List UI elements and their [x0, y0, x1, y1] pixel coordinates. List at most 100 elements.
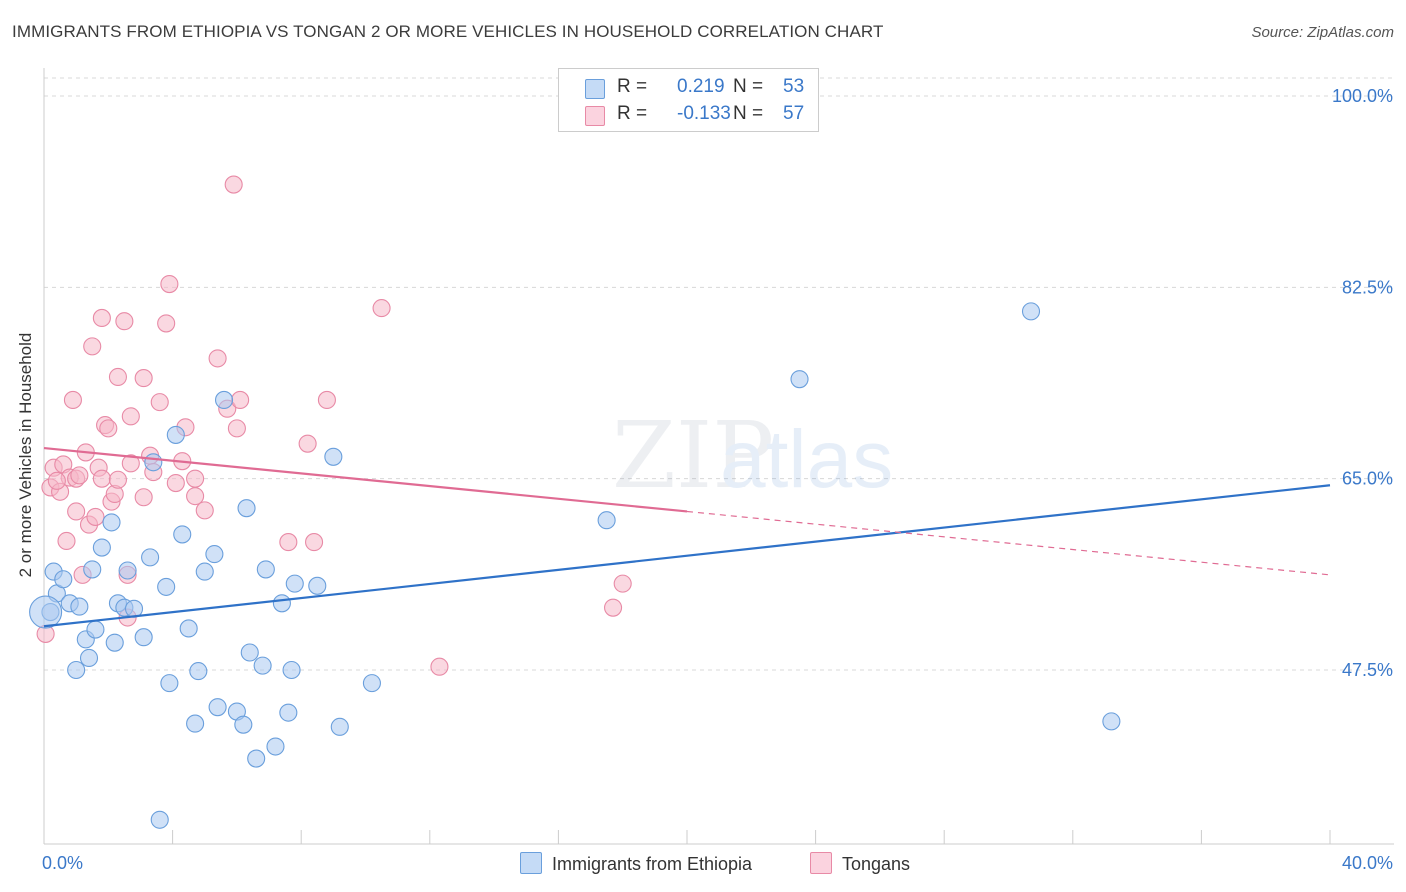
ethiopia-point-20 [157, 577, 176, 596]
legend-swatch-pink [585, 106, 605, 126]
ethiopia-point-25 [186, 714, 205, 733]
tongans-point-7 [63, 390, 82, 409]
ethiopia-point-5 [67, 660, 86, 680]
ethiopia-point-41 [285, 574, 304, 593]
ethiopia-point-22 [166, 425, 185, 444]
legend-n-value: 57 [783, 103, 805, 124]
tongans-point-34 [157, 314, 176, 333]
bottom-legend-tongans: Tongans [810, 852, 910, 875]
legend-n-label: N = [733, 76, 764, 97]
ethiopia-point-3 [54, 570, 73, 589]
tongans-point-33 [150, 393, 169, 412]
tongans-point-48 [298, 434, 317, 453]
tongans-point-13 [83, 337, 102, 356]
bottom-legend-label-ethiopia: Immigrants from Ethiopia [552, 854, 753, 874]
tongans-point-23 [108, 367, 127, 387]
chart-title: IMMIGRANTS FROM ETHIOPIA VS TONGAN 2 OR … [12, 22, 884, 41]
tongans-point-49 [305, 533, 324, 552]
y-tick-label-0: 47.5% [1342, 660, 1393, 680]
tongans-point-50 [317, 390, 336, 409]
ethiopia-point-16 [134, 628, 153, 647]
ethiopia-point-52 [105, 633, 124, 652]
ethiopia-point-50 [1102, 712, 1121, 731]
tongans-point-54 [613, 574, 632, 593]
tongans-point-30 [134, 488, 153, 507]
ethiopia-point-49 [1021, 302, 1041, 321]
tongans-point-29 [134, 369, 153, 388]
watermark: ZIP atlas [612, 402, 893, 509]
tongans-point-46 [231, 390, 250, 409]
ethiopia-point-35 [253, 656, 272, 675]
tongans-point-9 [70, 466, 89, 485]
ethiopia-point-6 [70, 597, 89, 616]
ethiopia-point-34 [240, 643, 259, 662]
bottom-legend-ethiopia: Immigrants from Ethiopia [520, 852, 752, 875]
tongans-point-27 [121, 454, 140, 473]
ethiopia-point-38 [272, 594, 291, 613]
tongans-point-56 [67, 502, 86, 521]
ethiopia-point-43 [308, 576, 327, 595]
ethiopia-point-8 [83, 560, 102, 579]
trend-lines [43, 446, 1331, 628]
tongans-point-14 [86, 507, 105, 526]
ethiopia-point-33 [237, 499, 256, 518]
ethiopia-point-44 [324, 447, 343, 466]
y-tick-label-3: 100.0% [1332, 86, 1393, 106]
tongans-point-28 [121, 407, 140, 426]
tongans-point-16 [92, 469, 111, 488]
legend-n-label: N = [733, 103, 764, 124]
x-tick-label-0: 0.0% [42, 853, 83, 873]
legend-r-value: -0.133 [677, 103, 731, 124]
ethiopia-point-46 [362, 674, 381, 693]
tongans-point-55 [47, 471, 66, 490]
y-tick-label-2: 82.5% [1342, 277, 1393, 297]
ethiopia-point-18 [144, 453, 163, 472]
tongans-point-52 [430, 657, 449, 676]
ethiopia-point-36 [256, 560, 275, 579]
ethiopia-point-21 [160, 674, 179, 693]
ethiopia-point-40 [282, 660, 301, 680]
source-label: Source: ZipAtlas.com [1251, 24, 1394, 41]
ethiopia-point-17 [141, 548, 160, 567]
ethiopia-point-27 [195, 562, 214, 581]
tongans-point-40 [186, 469, 205, 488]
ethiopia-point-19 [150, 810, 169, 829]
y-axis-label: 2 or more Vehicles in Household [16, 332, 35, 578]
x-tick-label-1: 40.0% [1342, 853, 1393, 873]
y-tick-label-1: 65.0% [1342, 469, 1393, 489]
stats-legend: R = 0.219 N = 53 R = -0.133 N = 57 [558, 68, 819, 132]
tongans-point-5 [57, 531, 76, 551]
ethiopia-point-39 [279, 703, 298, 722]
ethiopia-point-9 [86, 620, 105, 639]
bottom-legend-label-tongans: Tongans [842, 854, 911, 874]
legend-r-label: R = [617, 103, 648, 124]
ethiopia-point-32 [234, 715, 253, 734]
ethiopia-point-29 [208, 698, 227, 717]
tongans-point-39 [186, 487, 205, 506]
tongans-point-19 [99, 419, 118, 438]
tongans-point-47 [279, 533, 298, 552]
tongans-point-24 [115, 312, 134, 331]
ethiopia-point-48 [790, 370, 809, 389]
watermark-atlas: atlas [720, 414, 893, 505]
tongans-point-44 [224, 175, 243, 194]
tongans-point-22 [108, 470, 127, 489]
axes [43, 68, 1394, 845]
legend-swatch-blue [585, 79, 605, 99]
ethiopia-point-51 [79, 648, 99, 668]
tongans-point-51 [372, 299, 391, 318]
ethiopia-point-26 [189, 662, 208, 681]
legend-r-label: R = [617, 76, 648, 97]
tongans-point-45 [227, 419, 246, 438]
tongans-point-35 [160, 275, 179, 294]
tongans-point-41 [195, 501, 214, 520]
tongans-trend-line [43, 446, 688, 513]
ethiopia-point-14 [118, 561, 137, 580]
ethiopia-point-11 [102, 513, 121, 532]
grid-lines [44, 77, 1394, 671]
ethiopia-point-23 [173, 525, 192, 544]
ethiopia-point-28 [205, 545, 224, 564]
watermark-zip: ZIP [612, 402, 774, 509]
tongans-point-53 [604, 598, 623, 617]
